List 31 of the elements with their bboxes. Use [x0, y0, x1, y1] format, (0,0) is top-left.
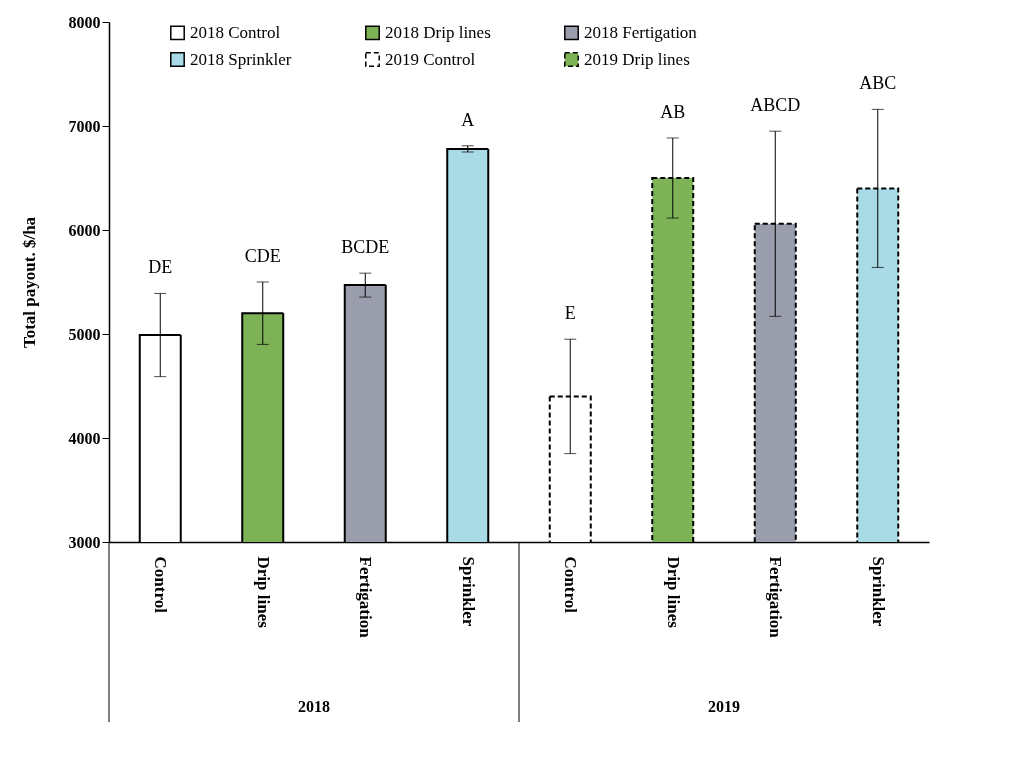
annotation: ABC: [859, 73, 897, 94]
text: 2019: [708, 698, 740, 715]
y-tick-label: 4000: [68, 429, 101, 447]
legend-label: 2018 Sprinkler: [190, 49, 292, 69]
x-tick-label: Sprinkler: [868, 556, 888, 627]
x-tick-label: Control: [151, 556, 171, 614]
y-tick-label: 3000: [68, 533, 101, 551]
x-tick-label: Drip lines: [663, 556, 683, 629]
annotation: DE: [148, 257, 173, 278]
legend-label: 2019 Drip lines: [584, 49, 690, 69]
annotation: E: [564, 303, 576, 324]
y-tick-label: 7000: [68, 117, 101, 135]
x-tick-label: Control: [561, 556, 581, 614]
text: 2018: [298, 698, 330, 715]
y-axis-title: Total payout. $/ha: [19, 216, 39, 349]
y-tick-label: 6000: [68, 221, 101, 239]
annotation: AB: [660, 101, 686, 122]
legend-label: 2018 Drip lines: [385, 22, 491, 42]
annotation: BCDE: [341, 237, 390, 258]
legend-label: 2018 Fertigation: [584, 22, 698, 42]
legend-label: 2018 Control: [190, 22, 281, 42]
annotation: A: [461, 109, 475, 130]
x-tick-label: Drip lines: [253, 556, 273, 629]
annotation: CDE: [244, 246, 281, 266]
y-tick-label: 5000: [68, 325, 101, 343]
x-tick-label: Fertigation: [356, 556, 376, 639]
legend-label: 2019 Control: [385, 49, 476, 69]
y-tick-label: 8000: [68, 13, 101, 31]
annotation: ABCD: [750, 95, 801, 116]
x-tick-label: Sprinkler: [458, 556, 478, 627]
x-tick-label: Fertigation: [766, 556, 786, 639]
